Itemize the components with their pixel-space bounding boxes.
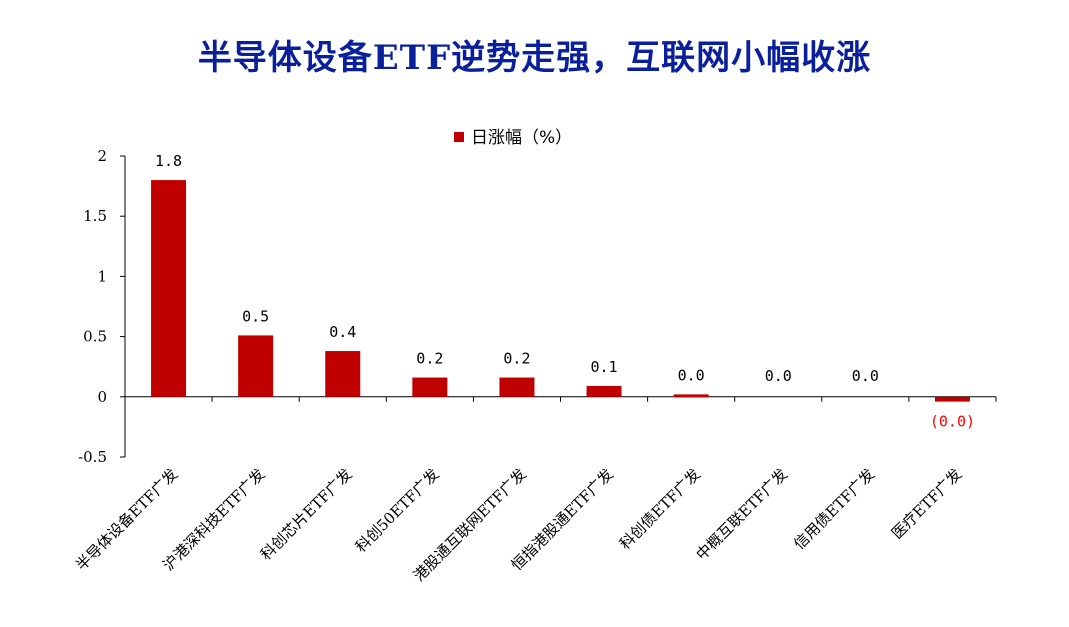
data-label: 1.8: [155, 152, 182, 170]
data-label: 0.5: [242, 307, 269, 325]
y-tick-label: 1: [97, 267, 107, 285]
category-label: 中概互联ETF广发: [693, 465, 792, 564]
data-label: 0.4: [329, 323, 356, 341]
bar: [238, 335, 274, 397]
data-label: 0.0: [852, 367, 879, 385]
data-label: 0.2: [503, 350, 530, 368]
y-tick-label: 0.5: [83, 328, 107, 346]
bar: [499, 377, 535, 397]
page-title: 半导体设备ETF逆势走强，互联网小幅收涨: [197, 38, 872, 78]
category-label: 科创50ETF广发: [352, 465, 443, 556]
bar: [412, 377, 448, 397]
data-label: 0.0: [678, 366, 705, 384]
bar: [934, 396, 970, 402]
legend-label: 日涨幅（%）: [471, 128, 572, 148]
y-tick-label: 0: [97, 388, 107, 406]
data-label: 0.2: [416, 350, 443, 368]
y-tick-label: -0.5: [78, 448, 107, 466]
data-label: (0.0): [930, 413, 975, 431]
bar: [151, 180, 187, 397]
legend-swatch: [454, 132, 464, 142]
category-label: 医疗ETF广发: [888, 465, 965, 542]
category-label: 信用债ETF广发: [790, 465, 878, 553]
bar: [325, 351, 361, 397]
data-label: 0.1: [591, 358, 618, 376]
data-label: 0.0: [765, 367, 792, 385]
category-label: 科创债ETF广发: [616, 465, 704, 553]
y-tick-label: 1.5: [83, 207, 107, 225]
category-label: 科创芯片ETF广发: [257, 465, 356, 564]
bar: [673, 394, 709, 398]
bar: [586, 385, 622, 397]
y-tick-label: 2: [97, 147, 107, 165]
